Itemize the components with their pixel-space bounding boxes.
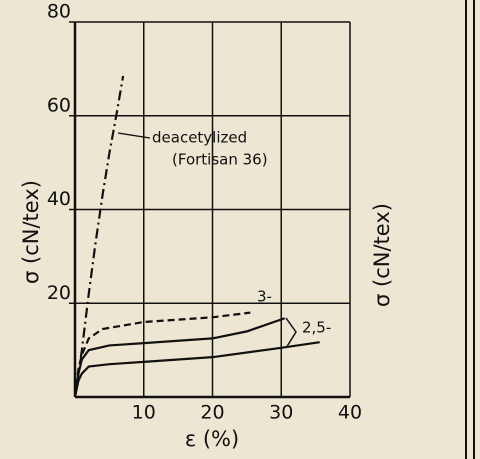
y-axis-label: σ (cN/tex)	[19, 180, 43, 284]
right-label: σ (cN/tex)	[370, 203, 394, 307]
series-line	[73, 341, 320, 398]
annotation: 2,5-	[302, 319, 331, 337]
y-tick-label: 80	[47, 1, 71, 23]
series-line	[73, 317, 286, 398]
x-tick-label: 40	[338, 402, 362, 424]
leader	[117, 132, 151, 139]
x-tick-label: 30	[269, 402, 293, 424]
y-tick-label: 20	[47, 282, 71, 304]
annotation: deacetylized	[152, 129, 247, 147]
bracket	[285, 317, 297, 349]
x-axis-label: ε (%)	[185, 427, 239, 451]
annotation: 3-	[257, 288, 272, 306]
annotation: (Fortisan 36)	[172, 151, 268, 169]
series-line	[73, 311, 251, 398]
x-tick-label: 20	[200, 402, 224, 424]
x-tick-label: 10	[132, 402, 156, 424]
y-tick-label: 40	[47, 188, 71, 210]
y-tick-label: 60	[47, 94, 71, 116]
